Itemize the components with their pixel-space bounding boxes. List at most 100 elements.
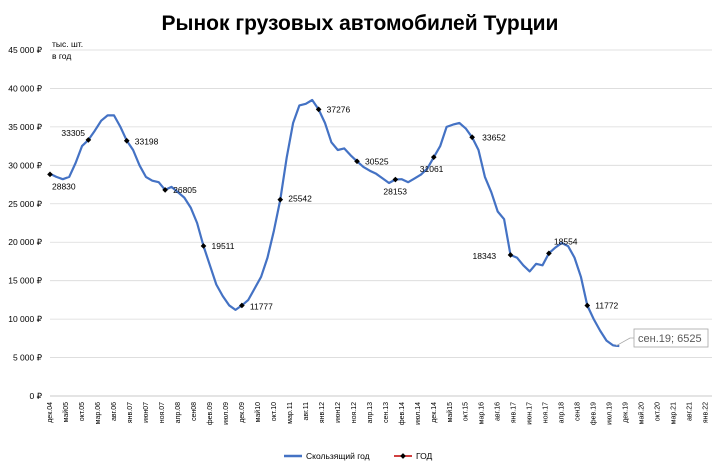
x-tick-label: дек.14 [431,402,438,423]
x-tick-label: ноя.07 [159,402,166,423]
x-tick-label: май15 [446,402,454,423]
year-point [469,134,475,141]
data-label: 33305 [61,128,85,138]
y-axis-ticks: 0 ₽ 5 000 ₽ 10 000 ₽ 15 000 ₽ 20 000 ₽ 25 000… [8,45,42,401]
y-tick-label: 10 000 ₽ [8,314,42,324]
year-point [430,154,437,161]
x-tick-label: сен.13 [383,402,390,423]
x-tick-label: июн07 [143,402,150,423]
x-tick-label: мар.16 [479,402,486,424]
x-tick-label: июл.14 [415,402,422,425]
data-label: 30525 [365,156,389,166]
x-tick-label: мар.11 [287,402,294,424]
x-tick-label: янв.12 [319,402,326,423]
x-tick-label: фев.09 [207,402,214,425]
x-axis-ticks: дек.04 май05 окт.05 мар.06 авг.06 янв.07 июн07… [47,395,712,425]
legend-marker-year [400,453,406,459]
x-tick-label: фев.19 [591,402,598,425]
x-tick-label: авг.21 [687,402,694,421]
unit-label-line2: в год [52,51,71,61]
year-point [392,176,399,183]
x-tick-label: июл.09 [223,402,230,425]
x-tick-label: окт.20 [655,402,662,421]
x-tick-label: авг.16 [495,402,502,421]
x-tick-label: ноя.12 [351,402,358,423]
unit-label-line1: тыс. шт. [52,39,83,49]
x-tick-label: апр.13 [367,402,374,423]
x-tick-label: дек.04 [47,402,54,423]
grid-lines [50,49,712,397]
callout: сен.19; 6525 [615,328,709,348]
chart-title: Рынок грузовых автомобилей Турции [162,12,559,35]
callout-text: сен.19; 6525 [638,333,702,345]
data-label: 31061 [420,164,444,174]
year-point [162,187,168,193]
year-point [354,158,360,165]
y-tick-label: 15 000 ₽ [8,276,42,286]
year-point [200,243,207,249]
data-label: 11772 [595,300,618,310]
x-tick-label: окт.10 [271,402,278,421]
x-tick-label: сен18 [575,402,582,421]
y-tick-label: 35 000 ₽ [8,122,42,132]
data-label: 37276 [327,104,351,114]
series-layer [47,98,620,348]
x-tick-label: мар.06 [95,402,102,424]
callout-leader [615,337,634,347]
year-point [507,252,514,258]
x-tick-label: мар.21 [671,402,678,424]
y-tick-label: 20 000 ₽ [8,237,42,247]
data-label: 33652 [482,132,506,142]
x-tick-label: янв.22 [703,402,710,423]
y-tick-label: 25 000 ₽ [8,199,42,209]
data-labels: 28830 33305 33198 26805 19511 11777 25542 37276… [52,104,619,311]
x-tick-label: июн12 [335,402,342,423]
x-tick-label: май10 [254,402,262,423]
legend: Скользящий год ГОД [284,451,433,461]
x-tick-label: авг.06 [111,402,118,421]
year-point [85,137,92,143]
data-label: 11777 [250,301,273,311]
x-tick-label: ноя.17 [543,402,550,423]
x-tick-label: авг.11 [303,402,310,421]
legend-label-year: ГОД [416,451,433,461]
x-tick-label: окт.15 [463,402,470,421]
x-tick-label: янв.17 [511,402,518,423]
x-tick-label: май.20 [638,402,646,424]
x-tick-label: янв.07 [127,402,134,423]
x-tick-label: фев.14 [399,402,406,425]
x-tick-label: дек.09 [239,402,246,423]
data-label: 28830 [52,181,76,191]
year-point [239,302,245,309]
x-tick-label: май05 [62,402,70,423]
x-tick-label: июн.17 [527,402,534,425]
year-point [584,302,591,309]
y-tick-label: 40 000 ₽ [8,83,42,93]
data-label: 18343 [473,251,497,261]
callout-box [633,328,709,348]
y-tick-label: 0 ₽ [30,391,43,401]
year-point [123,137,130,144]
y-tick-label: 45 000 ₽ [8,45,42,55]
year-point [277,196,284,203]
x-tick-label: окт.05 [79,402,86,421]
data-label: 26805 [173,185,197,195]
data-label: 19511 [212,241,235,251]
legend-label-moving-year: Скользящий год [306,451,370,461]
y-tick-label: 5 000 ₽ [13,353,43,363]
data-label: 18554 [554,236,578,246]
data-label: 33198 [135,137,159,147]
year-point [546,250,552,257]
x-tick-label: апр.18 [559,402,566,423]
x-tick-label: дек.19 [623,402,630,423]
x-tick-label: сен08 [191,402,198,421]
x-tick-label: июл.19 [607,402,614,425]
data-label: 28153 [383,187,407,197]
y-tick-label: 30 000 ₽ [8,160,42,170]
year-point [47,171,53,178]
series-line-moving-year [49,98,620,348]
data-label: 25542 [288,194,312,204]
x-tick-label: апр.08 [175,402,182,423]
